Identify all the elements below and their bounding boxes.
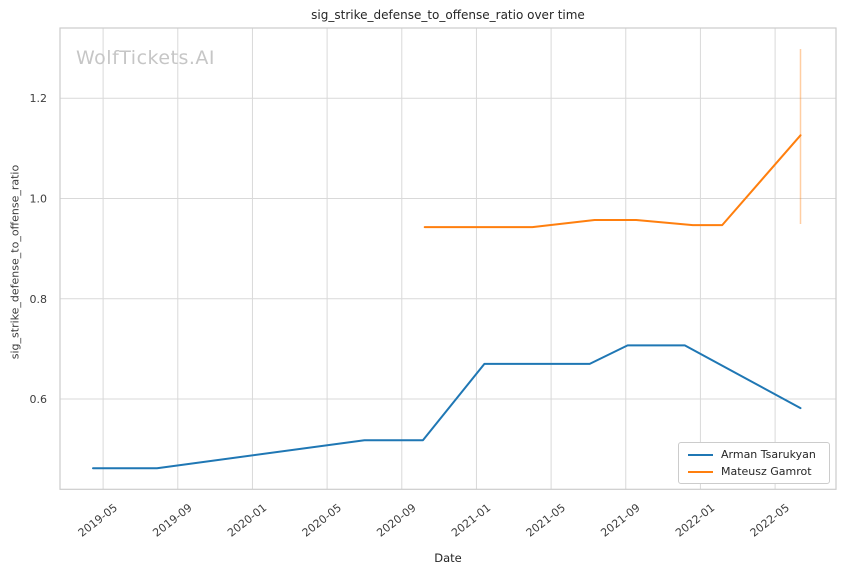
legend-entry-mateusz-gamrot: Mateusz Gamrot [688,465,821,478]
legend-label: Mateusz Gamrot [721,465,812,478]
x-tick-label: 2021-01 [449,501,493,540]
plot-area [60,28,836,490]
x-tick-label: 2020-09 [374,501,418,540]
watermark: WolfTickets.AI [76,47,216,69]
x-tick-label: 2022-05 [748,501,792,540]
chart-title: sig_strike_defense_to_offense_ratio over… [311,8,585,22]
y-tick-label: 0.6 [30,393,48,406]
y-tick-label: 1.2 [30,92,48,105]
series-line-arman-tsarukyan [92,344,802,470]
legend: Arman Tsarukyan Mateusz Gamrot [678,442,830,484]
x-axis-label: Date [434,551,462,565]
legend-line-swatch-orange [688,470,713,473]
legend-line-swatch-blue [688,453,713,456]
x-tick-label: 2022-01 [673,501,717,540]
x-tick-label: 2019-09 [150,501,194,540]
y-tick-label: 1.0 [30,192,48,205]
x-tick-label: 2021-05 [524,501,568,540]
y-axis-label: sig_strike_defense_to_offense_ratio [8,164,22,360]
legend-label: Arman Tsarukyan [721,448,816,461]
x-tick-label: 2020-01 [225,501,269,540]
y-tick-label: 0.8 [30,293,48,306]
series-line-mateusz-gamrot [423,134,802,229]
plot-border [59,27,837,490]
x-tick-label: 2020-05 [300,501,344,540]
legend-entry-arman-tsarukyan: Arman Tsarukyan [688,448,821,461]
x-tick-label: 2021-09 [598,501,642,540]
x-tick-label: 2019-05 [76,501,120,540]
